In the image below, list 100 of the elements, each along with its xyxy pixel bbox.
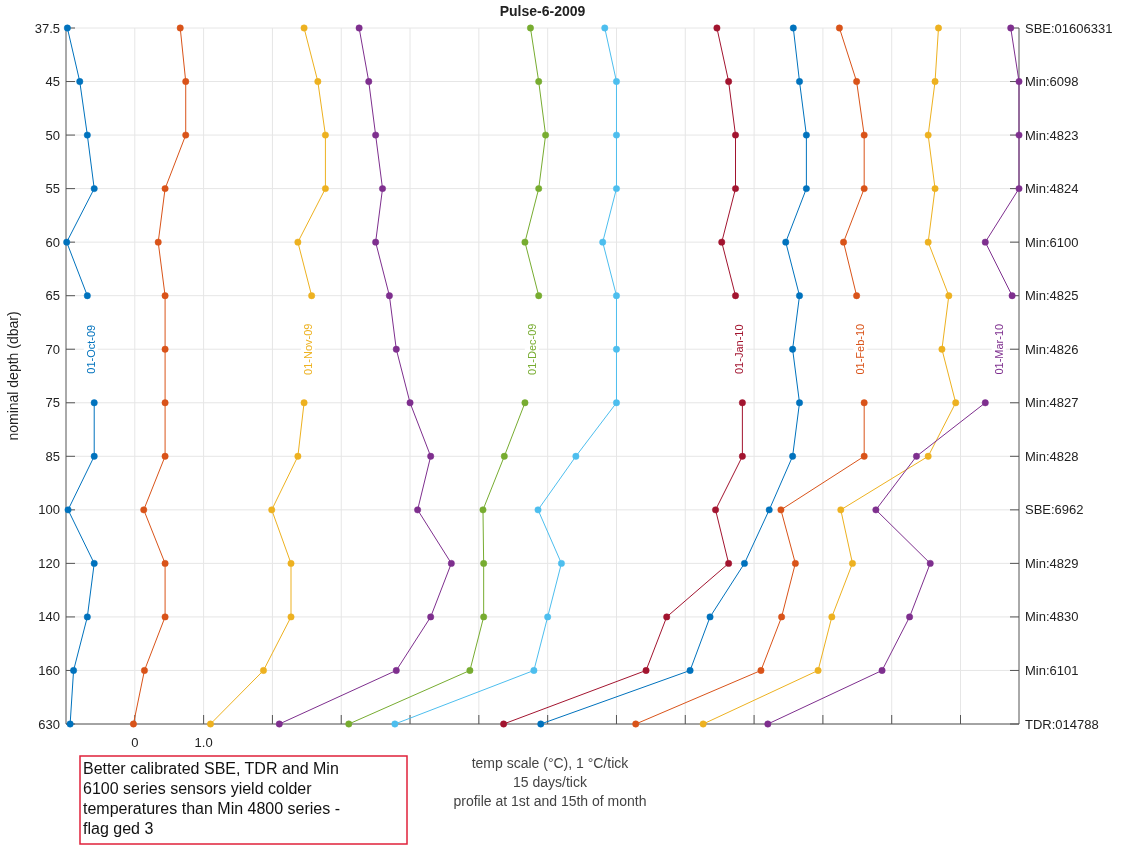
point	[1008, 292, 1016, 300]
y-tick-label: 55	[45, 181, 60, 197]
point	[182, 78, 190, 85]
y2-tick-label: Min:4825	[1025, 288, 1079, 304]
y-tick-label: 120	[38, 555, 60, 571]
point	[938, 345, 946, 353]
point	[90, 185, 98, 193]
point	[90, 399, 98, 407]
point	[83, 131, 91, 139]
point	[308, 292, 316, 300]
y2-tick-label: Min:4824	[1025, 181, 1079, 197]
point	[534, 506, 542, 514]
text: 01-Jan-10	[732, 324, 745, 374]
point	[789, 452, 797, 460]
point	[686, 667, 694, 674]
point	[853, 292, 861, 300]
y-tick-label: 70	[45, 341, 60, 357]
y-tick-label: 37.5	[34, 20, 60, 36]
point	[814, 667, 822, 674]
point	[379, 185, 386, 193]
point	[796, 292, 803, 300]
text: Better calibrated SBE, TDR and Min 6100 series sensors yield colder temperatures than Min 4800 series - flag ged 3	[83, 760, 341, 837]
y2-tick-label: Min:6098	[1025, 74, 1079, 90]
point	[372, 238, 380, 246]
point	[601, 24, 609, 32]
point	[161, 613, 169, 621]
point	[712, 506, 719, 514]
point	[738, 452, 746, 460]
point	[718, 238, 726, 246]
point	[161, 345, 169, 353]
chart-title: Pulse-6-2009	[499, 3, 586, 19]
point	[480, 613, 488, 621]
x-axis-title: temp scale (°C), 1 °C/tick 15 days/tick profile at 1st and 15th of month	[453, 755, 647, 809]
point	[345, 720, 353, 728]
point	[176, 24, 184, 32]
point	[544, 613, 552, 621]
point	[1007, 24, 1015, 32]
point	[789, 24, 797, 32]
point	[480, 559, 488, 567]
point	[76, 78, 84, 85]
point	[860, 131, 868, 139]
point	[83, 613, 91, 621]
point	[777, 506, 785, 514]
y-tick-label: 65	[45, 288, 60, 304]
point	[725, 559, 733, 567]
y-tick-label: 100	[38, 502, 60, 518]
point	[725, 78, 733, 85]
point	[275, 720, 283, 728]
point	[924, 452, 932, 460]
point	[530, 667, 538, 674]
y2-tick-label: Min:4830	[1025, 609, 1079, 625]
text: 01-Oct-09	[84, 324, 97, 374]
point	[663, 613, 671, 621]
point	[802, 131, 810, 139]
point	[931, 185, 939, 193]
y2-tick-label: Min:6100	[1025, 234, 1079, 250]
point	[778, 613, 786, 621]
point	[613, 185, 620, 193]
point	[572, 452, 580, 460]
y2-tick-label: TDR:014788	[1025, 716, 1099, 732]
point	[642, 667, 650, 674]
point	[632, 720, 640, 728]
point	[63, 24, 71, 32]
point	[385, 292, 393, 300]
point	[878, 667, 886, 674]
point	[321, 131, 329, 139]
point	[521, 238, 529, 246]
text: 01-Mar-10	[992, 323, 1005, 375]
point	[1015, 185, 1023, 193]
point	[466, 667, 474, 674]
point	[64, 506, 72, 514]
point	[732, 185, 739, 193]
point	[287, 613, 295, 621]
point	[161, 185, 169, 193]
text: 01-Dec-09	[525, 323, 538, 375]
y2-tick-label: SBE:6962	[1025, 502, 1084, 518]
point	[542, 131, 550, 139]
y2-tick-label: SBE:01606331	[1025, 20, 1113, 36]
point	[906, 613, 914, 621]
point	[872, 506, 880, 514]
y-tick-label: 50	[45, 127, 60, 143]
point	[447, 559, 455, 567]
point	[535, 292, 543, 300]
point	[129, 720, 137, 728]
point	[535, 185, 543, 193]
y-tick-label: 60	[45, 234, 60, 250]
point	[161, 292, 169, 300]
y-tick-label: 160	[38, 663, 60, 679]
point	[140, 506, 148, 514]
point	[392, 345, 400, 353]
point	[945, 292, 953, 300]
point	[500, 720, 508, 728]
point	[300, 24, 308, 32]
point	[706, 613, 714, 621]
point	[741, 559, 748, 567]
x-tick-label: 1.0	[194, 735, 213, 750]
point	[613, 292, 620, 300]
point	[765, 506, 773, 514]
point	[537, 720, 545, 728]
point	[924, 131, 932, 139]
